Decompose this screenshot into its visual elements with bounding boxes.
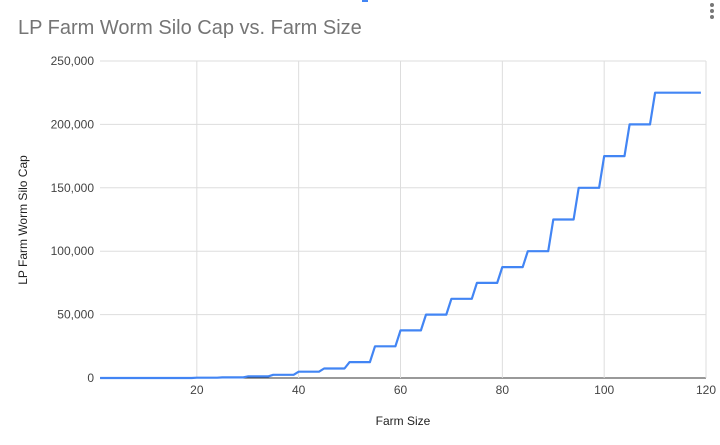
x-axis-label: Farm Size bbox=[376, 414, 431, 428]
x-tick-label: 60 bbox=[394, 383, 408, 397]
y-tick-label: 100,000 bbox=[51, 244, 95, 258]
y-tick-label: 150,000 bbox=[51, 181, 95, 195]
x-tick-label: 40 bbox=[292, 383, 306, 397]
x-tick-label: 100 bbox=[594, 383, 614, 397]
y-tick-label: 50,000 bbox=[57, 308, 94, 322]
more-options-icon[interactable] bbox=[708, 2, 716, 24]
chart-title: LP Farm Worm Silo Cap vs. Farm Size bbox=[18, 17, 362, 39]
x-tick-label: 20 bbox=[190, 383, 204, 397]
y-tick-label: 0 bbox=[87, 371, 94, 385]
x-tick-label: 80 bbox=[496, 383, 510, 397]
y-tick-label: 250,000 bbox=[51, 54, 95, 68]
selection-marker bbox=[362, 0, 368, 2]
x-tick-label: 120 bbox=[696, 383, 716, 397]
y-tick-label: 200,000 bbox=[51, 117, 95, 131]
y-axis-label: LP Farm Worm Silo Cap bbox=[16, 155, 30, 285]
series-line bbox=[100, 91, 701, 380]
